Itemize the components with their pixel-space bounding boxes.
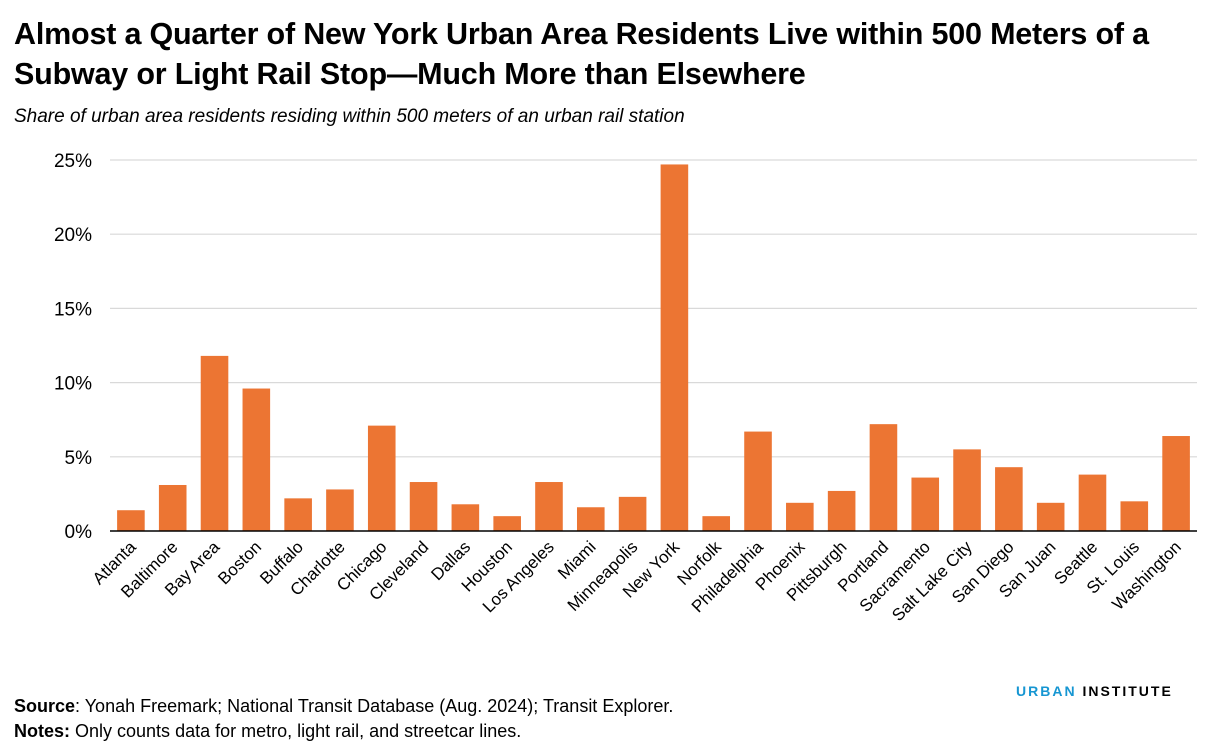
y-tick-label: 20% bbox=[54, 225, 92, 246]
bar-pittsburgh bbox=[827, 490, 856, 531]
bar-philadelphia bbox=[744, 431, 772, 531]
bar-salt-lake-city bbox=[953, 449, 981, 531]
bar-portland bbox=[869, 424, 898, 531]
notes-lead: Notes: bbox=[14, 721, 71, 741]
bar-buffalo bbox=[284, 498, 312, 531]
gridlines bbox=[110, 159, 1197, 458]
y-tick-label: 15% bbox=[54, 299, 92, 320]
bars bbox=[117, 164, 1190, 531]
chart-subtitle: Share of urban area residents residing w… bbox=[14, 106, 685, 127]
bar-bay-area bbox=[200, 355, 229, 531]
bar-cleveland bbox=[409, 482, 438, 531]
bar-minneapolis bbox=[618, 496, 647, 531]
x-tick-label: Boston bbox=[214, 537, 265, 588]
y-tick-label: 25% bbox=[54, 151, 92, 172]
urban-institute-logo: URBAN INSTITUTE bbox=[1016, 682, 1173, 700]
bar-san-diego bbox=[995, 467, 1023, 531]
notes-text: Only counts data for metro, light rail, … bbox=[70, 721, 522, 741]
bar-atlanta bbox=[117, 510, 145, 531]
bar-san-juan bbox=[1036, 502, 1065, 531]
bar-phoenix bbox=[786, 502, 814, 531]
bar-charlotte bbox=[326, 489, 354, 531]
bar-miami bbox=[576, 507, 605, 531]
bar-washington bbox=[1162, 436, 1190, 531]
y-tick-label: 10% bbox=[54, 374, 92, 395]
bar-boston bbox=[242, 388, 271, 531]
y-tick-label: 5% bbox=[65, 448, 93, 469]
bar-chicago bbox=[367, 425, 396, 531]
logo-part-institute: INSTITUTE bbox=[1082, 683, 1173, 699]
bar-st-louis bbox=[1120, 501, 1149, 531]
bar-new-york bbox=[660, 164, 689, 531]
bar-houston bbox=[493, 516, 521, 531]
source-text: : Yonah Freemark; National Transit Datab… bbox=[75, 696, 674, 716]
source-note: Source: Yonah Freemark; National Transit… bbox=[14, 694, 673, 718]
chart-title: Almost a Quarter of New York Urban Area … bbox=[14, 17, 1149, 91]
logo-part-urban: URBAN bbox=[1016, 683, 1077, 699]
bar-baltimore bbox=[158, 484, 187, 531]
y-tick-label: 0% bbox=[65, 522, 93, 543]
bar-seattle bbox=[1078, 474, 1107, 531]
notes-note: Notes: Only counts data for metro, light… bbox=[14, 719, 521, 743]
source-lead: Source bbox=[14, 696, 76, 716]
bar-dallas bbox=[451, 504, 480, 531]
bar-norfolk bbox=[702, 516, 731, 531]
bar-sacramento bbox=[911, 477, 940, 531]
bar-los-angeles bbox=[535, 482, 563, 531]
